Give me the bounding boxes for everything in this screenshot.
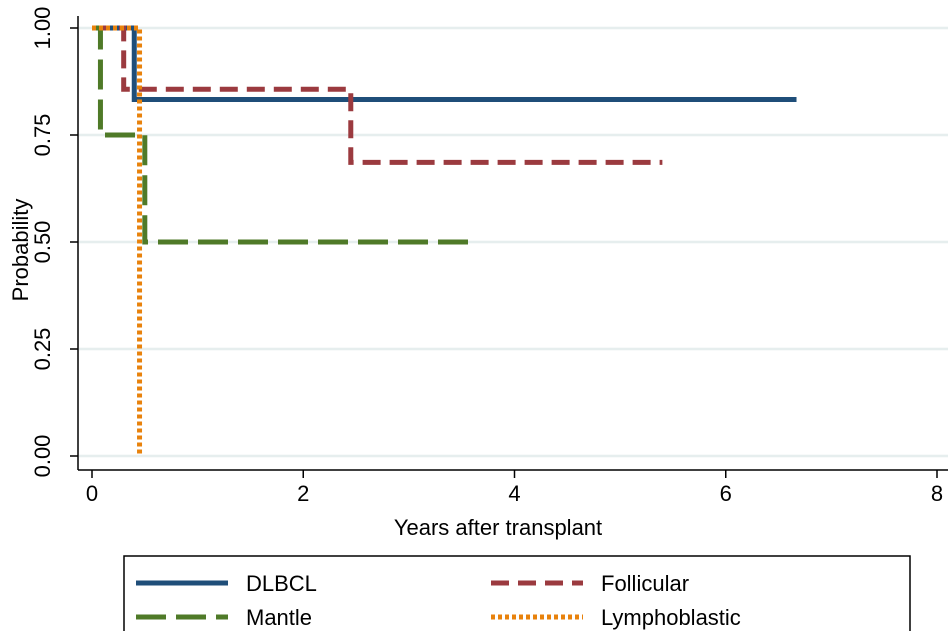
legend-label-lymphoblastic: Lymphoblastic xyxy=(601,605,741,630)
x-tick-label: 6 xyxy=(720,481,732,506)
y-tick-label: 0.25 xyxy=(30,328,55,371)
x-tick-label: 4 xyxy=(508,481,520,506)
y-axis-title: Probability xyxy=(8,199,33,302)
y-tick-label: 1.00 xyxy=(30,7,55,50)
series-line-follicular xyxy=(92,25,663,165)
series-line-lymphoblastic xyxy=(92,25,143,456)
x-tick-label: 2 xyxy=(297,481,309,506)
x-tick-label: 0 xyxy=(86,481,98,506)
x-ticks: 0 2 4 6 8 xyxy=(86,470,943,506)
legend-label-dlbcl: DLBCL xyxy=(246,571,317,596)
x-axis-title: Years after transplant xyxy=(394,515,602,540)
x-tick-label: 8 xyxy=(931,481,943,506)
legend: DLBCL Follicular Mantle Lymphoblastic xyxy=(123,555,911,631)
legend-box xyxy=(123,555,911,631)
y-tick-label: 0.50 xyxy=(30,221,55,264)
legend-label-mantle: Mantle xyxy=(246,605,312,630)
y-tick-label: 0.75 xyxy=(30,114,55,157)
y-tick-label: 0.00 xyxy=(30,435,55,478)
legend-label-follicular: Follicular xyxy=(601,571,689,596)
plot-series xyxy=(92,25,797,456)
axes xyxy=(77,16,948,471)
y-ticks: 0.00 0.25 0.50 0.75 1.00 xyxy=(30,7,78,478)
